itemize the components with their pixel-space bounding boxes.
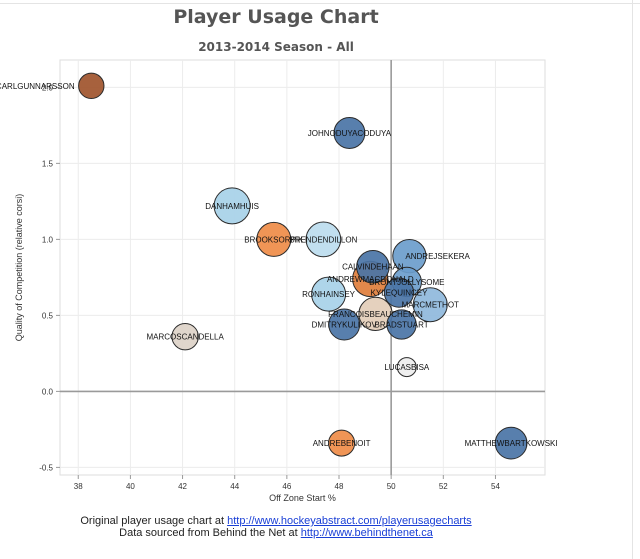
- bubble-label: DANHAMHUIS: [205, 202, 259, 211]
- bubble: [396, 357, 417, 378]
- x-tick-label: 44: [230, 482, 239, 491]
- chart-title: Player Usage Chart: [173, 6, 379, 28]
- bubble: [412, 287, 448, 323]
- x-tick-label: 48: [335, 482, 344, 491]
- y-tick-label: -0.5: [39, 463, 53, 472]
- bubble: [256, 221, 292, 257]
- bubble: [328, 429, 356, 457]
- bubble-label: CALVINDEHAAN: [342, 263, 404, 272]
- footer-line-1-text: Original player usage chart at: [80, 515, 228, 527]
- bubble: [305, 221, 342, 258]
- bubble: [311, 276, 347, 312]
- player-usage-chart: 38 40 42 44 46 48 50 52 54 -0.5 0.0 0.5 1.0 1.5 2.0 Off…: [0, 59, 558, 503]
- bubble-label: DMITRYKULIKOV: [312, 321, 378, 330]
- bubble-label: BROOKSORPIK: [244, 235, 304, 244]
- footer-line-2: Data sourced from Behind the Net at http…: [0, 527, 552, 539]
- y-axis-label: Quality of Competition (relative corsi): [14, 194, 24, 342]
- x-tick-label: 50: [387, 482, 396, 491]
- y-tick-label: 1.5: [42, 159, 54, 168]
- bubble-label: BRONTJOLLYSOME: [369, 278, 444, 287]
- usage-charts-link[interactable]: http://www.hockeyabstract.com/playerusag…: [227, 515, 472, 527]
- bubble-label: BRADSTUART: [375, 321, 429, 330]
- behind-the-net-link[interactable]: http://www.behindthenet.ca: [300, 527, 433, 539]
- bubble-label: LUCASBISA: [384, 363, 430, 372]
- bubble: [494, 426, 528, 460]
- x-tick-label: 38: [74, 482, 83, 491]
- x-tick-label: 40: [126, 482, 135, 491]
- bubble: [78, 72, 105, 100]
- bubble-label: ANDREBENOIT: [313, 439, 371, 448]
- bubble-label: BRENDENDILLON: [289, 235, 357, 244]
- bubble-label: KYLEQUINCEY: [371, 289, 429, 298]
- y-tick-label: 1.0: [42, 235, 54, 244]
- bubble: [328, 308, 361, 341]
- bubble: [333, 116, 366, 149]
- bubble-label: MARCOSCANDELLA: [146, 333, 224, 342]
- y-tick-label: 0.0: [42, 387, 54, 396]
- bubble-label: MATTHEWBARTKOWSKI: [465, 439, 558, 448]
- bubble-label: ANDREJSEKERA: [405, 252, 470, 261]
- plot-area: [59, 59, 546, 476]
- chart-subtitle: 2013-2014 Season - All: [198, 40, 354, 54]
- x-tick-label: 52: [439, 482, 448, 491]
- x-tick-label: 54: [491, 482, 500, 491]
- bubble-label: JOHNODUYACODUYA: [308, 129, 392, 138]
- bubble-label: RONHAINSEY: [302, 290, 356, 299]
- axis-layer: 38 40 42 44 46 48 50 52 54 -0.5 0.0 0.5 1.0 1.5 2.0 Off…: [14, 60, 545, 503]
- label-layer: CARLGUNNARSSON JOHNODUYACODUYA DANHAMHUIS B…: [0, 82, 558, 448]
- x-tick-label: 42: [178, 482, 187, 491]
- footer-line-1: Original player usage chart at http://ww…: [0, 515, 552, 527]
- y-tick-label: 0.5: [42, 311, 54, 320]
- grid-layer: [59, 59, 546, 476]
- bubble: [171, 322, 199, 351]
- right-border: [632, 0, 633, 559]
- top-border: [0, 3, 640, 4]
- bubble: [356, 249, 390, 284]
- x-tick-label: 46: [282, 482, 291, 491]
- footer-line-2-text: Data sourced from Behind the Net at: [119, 527, 301, 539]
- x-axis-label: Off Zone Start %: [269, 493, 336, 503]
- bubble-label: FRANCOISBEAUCHEMIN: [328, 310, 423, 319]
- bubble: [386, 309, 417, 340]
- bubble-label: MARCMETHOT: [402, 301, 459, 310]
- bubble-label: ANDREWMACDONALD: [327, 275, 414, 284]
- bubble: [383, 277, 415, 308]
- y-tick-label: 2.0: [42, 83, 54, 92]
- bubble: [213, 187, 251, 225]
- bubble-layer: [78, 72, 528, 460]
- bubble-label: CARLGUNNARSSON: [0, 82, 75, 91]
